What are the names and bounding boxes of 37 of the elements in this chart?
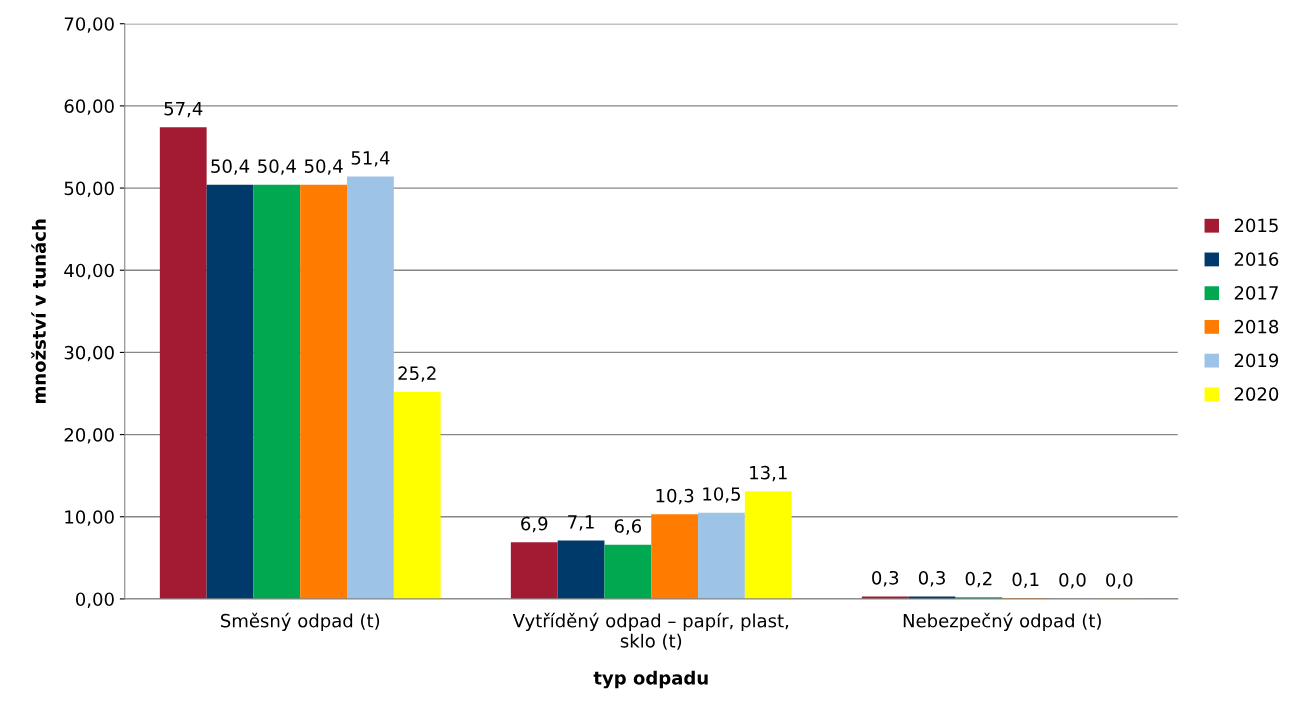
- data-label: 6,9: [521, 516, 548, 533]
- legend-label: 2017: [1234, 286, 1278, 300]
- data-label: 25,2: [398, 366, 436, 382]
- data-label: 51,4: [351, 151, 390, 167]
- y-tick-label: 50,00: [64, 181, 114, 198]
- y-tick-label: 10,00: [65, 510, 114, 526]
- data-label: 10,3: [656, 488, 694, 505]
- x-tick-label: Vytříděný odpad – papír, plast, sklo (t): [512, 612, 789, 650]
- data-label: 7,1: [568, 515, 594, 531]
- data-label: 0,0: [1059, 573, 1086, 589]
- y-axis-title: množství v tunách: [31, 219, 46, 403]
- data-label: 50,4: [211, 159, 250, 175]
- data-label: 0,3: [872, 570, 899, 587]
- data-label: 0,2: [965, 571, 992, 588]
- legend-label: 2020: [1234, 387, 1279, 401]
- data-label: 57,4: [164, 102, 203, 118]
- legend-label: 2019: [1234, 353, 1279, 368]
- data-label: 0,0: [1106, 573, 1133, 589]
- y-tick-label: 60,00: [64, 99, 114, 115]
- data-label: 10,5: [703, 487, 740, 503]
- x-axis-title: typ odpadu: [593, 670, 708, 689]
- legend-label: 2016: [1234, 252, 1279, 266]
- data-label: 50,4: [304, 159, 343, 175]
- data-label: 0,1: [1012, 572, 1039, 589]
- legend-label: 2018: [1234, 319, 1279, 334]
- y-tick-label: 30,00: [64, 345, 114, 362]
- data-label: 50,4: [258, 159, 296, 175]
- y-tick-label: 70,00: [64, 17, 114, 33]
- data-label: 6,6: [614, 519, 642, 535]
- y-tick-label: 20,00: [64, 428, 114, 444]
- x-tick-label: Nebezpečný odpad (t): [903, 612, 1101, 632]
- y-tick-label: 40,00: [64, 263, 114, 280]
- data-label: 13,1: [750, 465, 787, 482]
- x-tick-label: Směsný odpad (t): [221, 612, 380, 632]
- data-label: 0,3: [918, 570, 945, 587]
- y-tick-label: 0,00: [76, 592, 114, 608]
- legend-label: 2015: [1234, 218, 1278, 233]
